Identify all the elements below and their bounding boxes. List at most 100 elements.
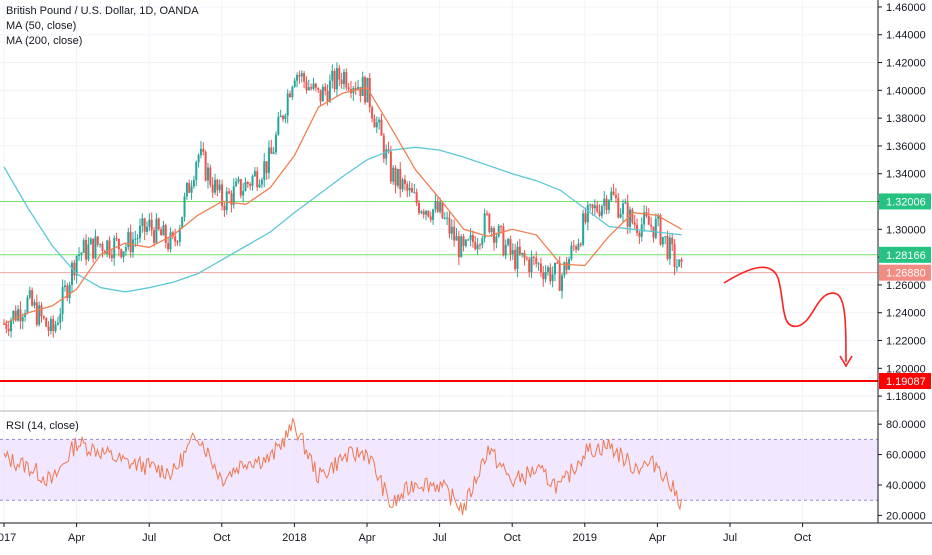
candle-body: [485, 213, 488, 215]
candle-body: [357, 87, 360, 90]
candle-body: [263, 161, 266, 180]
candle-body: [420, 211, 423, 213]
candle-body: [612, 191, 615, 195]
candle-body: [546, 267, 549, 273]
candle-body: [664, 236, 667, 238]
candle-body: [209, 167, 212, 185]
legend-title: British Pound / U.S. Dollar, 1D, OANDA: [6, 5, 199, 17]
candle-body: [549, 267, 552, 282]
candle-body: [537, 263, 540, 265]
time-tick-label: Jul: [433, 532, 447, 544]
price-tick-label: 1.30000: [886, 224, 926, 236]
candle-body: [380, 119, 383, 136]
price-tick-label: 1.34000: [886, 169, 926, 181]
candle-body: [124, 246, 127, 252]
candle-body: [488, 213, 491, 233]
candle-body: [96, 236, 99, 245]
candle-body: [169, 232, 172, 250]
candle-body: [12, 310, 15, 320]
candle-body: [326, 90, 329, 102]
candle-body: [228, 191, 231, 194]
candle-body: [265, 161, 268, 173]
candle-body: [600, 205, 603, 216]
candle-body: [141, 218, 144, 226]
candle-body: [340, 79, 343, 84]
candle-body: [54, 324, 57, 331]
candle-body: [624, 202, 627, 204]
candle-body: [603, 198, 606, 206]
price-level-tag: [879, 372, 931, 389]
candle-body: [199, 148, 202, 156]
candle-body: [284, 115, 287, 120]
candle-body: [413, 192, 416, 194]
candle-body: [493, 228, 496, 243]
candle-body: [387, 149, 390, 152]
candle-body: [317, 87, 320, 90]
candle-body: [230, 193, 233, 205]
candle-body: [127, 232, 130, 247]
candle-body: [225, 191, 228, 211]
candle-body: [202, 148, 205, 152]
candle-body: [579, 243, 582, 245]
candle-body: [607, 200, 610, 210]
candle-body: [153, 230, 156, 243]
candle-body: [427, 210, 430, 217]
candle-body: [197, 155, 200, 163]
candle-body: [626, 202, 629, 227]
candle-body: [59, 314, 62, 323]
candle-body: [291, 86, 294, 98]
candle-body: [575, 246, 578, 250]
candle-body: [17, 309, 20, 321]
candle-body: [218, 184, 221, 191]
candle-body: [216, 179, 219, 191]
candle-body: [450, 226, 453, 234]
candle-body: [399, 168, 402, 190]
candle-body: [364, 77, 367, 103]
candle-body: [563, 262, 566, 276]
candle-body: [401, 179, 404, 190]
price-level-tag: [879, 193, 931, 210]
candle-body: [21, 317, 24, 322]
candle-body: [551, 274, 554, 282]
candle-body: [446, 217, 449, 219]
candle-body: [586, 205, 589, 223]
candle-body: [331, 71, 334, 81]
candle-body: [150, 219, 153, 231]
candle-body: [307, 87, 310, 91]
candle-body: [535, 258, 538, 264]
candle-body: [650, 224, 653, 227]
price-tick-label: 1.46000: [886, 2, 926, 14]
candle-body: [666, 236, 669, 259]
candle-body: [614, 194, 617, 198]
candle-body: [136, 238, 139, 240]
forecast-arrow-head: [839, 355, 853, 368]
price-level-tag-label: 1.28166: [886, 250, 926, 262]
candle-body: [270, 147, 273, 154]
candle-body: [467, 239, 470, 241]
candle-body: [598, 211, 601, 216]
candle-body: [19, 309, 22, 322]
candle-body: [373, 118, 376, 128]
candle-body: [436, 201, 439, 212]
rsi-tick-label: 20.0000: [886, 510, 926, 522]
price-level-tag: [879, 264, 931, 281]
ma50-line: [3, 86, 682, 325]
candle-body: [673, 244, 676, 267]
candle-body: [274, 134, 277, 153]
candle-body: [286, 93, 289, 116]
candle-body: [253, 171, 256, 177]
time-tick-label: 2019: [573, 532, 597, 544]
candle-body: [441, 202, 444, 219]
candle-body: [481, 238, 484, 245]
price-level-tag: [879, 246, 931, 263]
candle-body: [425, 210, 428, 215]
candle-body: [589, 204, 592, 206]
candle-body: [14, 310, 17, 321]
candle-body: [155, 218, 158, 243]
candle-body: [5, 324, 8, 329]
candle-body: [556, 262, 559, 264]
candle-body: [31, 290, 34, 306]
candle-body: [490, 228, 493, 233]
candle-body: [70, 262, 73, 286]
